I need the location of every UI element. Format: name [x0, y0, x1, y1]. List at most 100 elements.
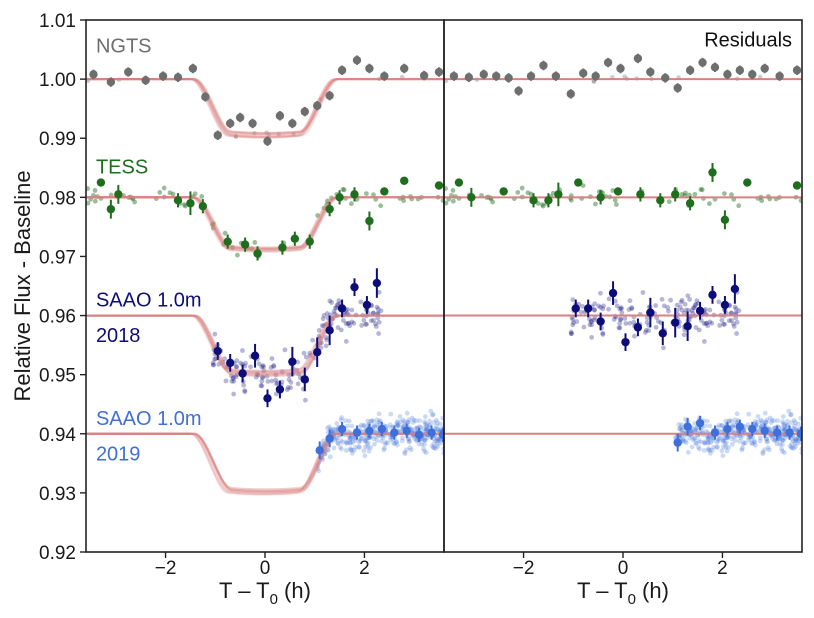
raw-point	[295, 359, 301, 365]
raw-point	[338, 446, 344, 452]
raw-point	[411, 417, 417, 423]
raw-point	[374, 304, 380, 310]
raw-point	[614, 303, 620, 309]
raw-point	[777, 436, 783, 442]
raw-point	[431, 441, 437, 447]
raw-point	[707, 450, 713, 456]
raw-point	[323, 449, 328, 454]
raw-point	[402, 419, 408, 424]
raw-point	[343, 195, 348, 201]
raw-point	[396, 422, 401, 428]
raw-point	[397, 196, 403, 201]
raw-point	[356, 424, 362, 430]
raw-point	[709, 435, 715, 441]
raw-point	[345, 423, 350, 429]
raw-point	[325, 198, 330, 204]
raw-point	[331, 430, 336, 436]
raw-point	[271, 364, 277, 369]
binned-point	[730, 284, 740, 294]
raw-point	[374, 430, 379, 436]
raw-point	[86, 186, 90, 191]
raw-point	[715, 438, 721, 444]
raw-point	[683, 307, 689, 313]
binned-point	[275, 385, 285, 394]
raw-point	[655, 319, 661, 324]
raw-point	[613, 298, 618, 304]
raw-point	[409, 196, 415, 202]
raw-point	[680, 438, 686, 444]
raw-point	[589, 322, 595, 328]
raw-point	[405, 419, 411, 425]
binned-point	[544, 196, 553, 205]
raw-point	[321, 313, 327, 318]
raw-point	[694, 298, 700, 304]
raw-point	[726, 445, 731, 450]
raw-point	[374, 417, 380, 423]
raw-point	[736, 308, 742, 314]
raw-point	[380, 435, 386, 441]
binned-point	[526, 71, 536, 81]
raw-point	[325, 447, 330, 453]
x-tick-label: 0	[618, 558, 629, 579]
binned-point	[313, 101, 322, 110]
raw-point	[422, 442, 427, 447]
raw-point	[701, 339, 707, 344]
raw-point	[331, 445, 337, 451]
binned-point	[400, 64, 409, 73]
binned-point	[106, 77, 116, 87]
raw-point	[627, 320, 633, 326]
y-tick-label: 0.95	[39, 366, 76, 387]
x-axis-label-left-subscript: 0	[270, 591, 278, 608]
raw-point	[199, 194, 205, 199]
raw-point	[410, 433, 416, 438]
binned-point	[646, 67, 655, 77]
raw-point	[373, 324, 379, 329]
raw-point	[741, 440, 747, 445]
raw-point	[705, 435, 711, 441]
raw-point	[787, 443, 793, 449]
raw-point	[685, 449, 691, 455]
raw-point	[770, 434, 775, 439]
raw-point	[349, 434, 354, 440]
raw-point	[601, 303, 606, 309]
raw-point	[707, 423, 713, 429]
raw-point	[719, 448, 725, 454]
raw-point	[349, 319, 355, 325]
raw-point	[382, 441, 388, 447]
raw-point	[598, 290, 603, 296]
raw-point	[692, 428, 698, 434]
raw-point	[316, 459, 322, 465]
raw-point	[388, 411, 394, 417]
binned-point	[362, 300, 372, 310]
raw-point	[692, 305, 697, 311]
raw-point	[540, 203, 546, 209]
binned-point	[380, 187, 389, 196]
raw-point	[752, 442, 758, 448]
binned-point	[313, 348, 322, 357]
binned-point	[720, 215, 730, 224]
raw-point	[703, 428, 709, 434]
binned-point	[621, 337, 630, 347]
raw-point	[729, 418, 734, 424]
raw-point	[358, 422, 364, 428]
raw-point	[406, 417, 412, 423]
raw-point	[423, 450, 429, 455]
raw-point	[338, 438, 344, 444]
raw-point	[629, 306, 635, 312]
raw-point	[705, 437, 711, 443]
raw-point	[273, 377, 279, 383]
raw-point	[591, 317, 597, 323]
raw-point	[321, 323, 327, 328]
raw-point	[242, 389, 248, 395]
raw-point	[284, 387, 290, 393]
raw-point	[748, 436, 754, 442]
raw-point	[337, 444, 343, 450]
raw-point	[780, 428, 786, 434]
raw-point	[622, 316, 628, 321]
raw-point	[394, 442, 400, 448]
raw-point	[695, 444, 701, 450]
raw-point	[340, 439, 345, 445]
raw-point	[394, 419, 400, 424]
binned-point	[735, 422, 745, 431]
